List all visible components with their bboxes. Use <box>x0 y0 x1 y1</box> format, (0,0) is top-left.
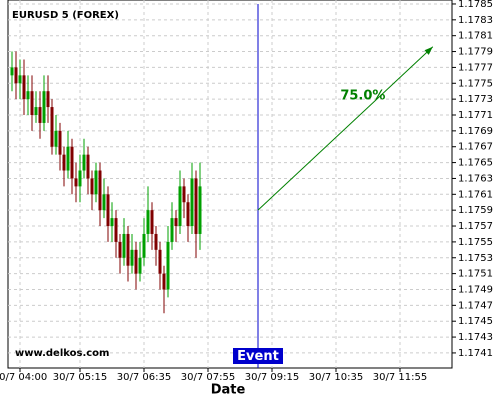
x-tick-label: 30/7 05:15 <box>53 372 107 383</box>
candle-body <box>178 186 182 227</box>
x-axis-label: Date <box>211 383 246 398</box>
event-label: Event <box>237 349 279 364</box>
candle-body <box>162 273 166 290</box>
y-tick-label: 1.1773 <box>458 94 493 105</box>
y-tick-label: 1.1783 <box>458 15 493 26</box>
arrow-head <box>424 46 433 55</box>
x-tick-label: 30/7 06:35 <box>117 372 171 383</box>
candle-body <box>42 91 46 123</box>
candle-body <box>38 107 42 123</box>
candle-body <box>158 249 162 274</box>
x-tick-label: 30/7 10:35 <box>309 372 363 383</box>
x-tick-label: 30/7 11:55 <box>373 372 427 383</box>
grid <box>8 0 452 368</box>
candle-body <box>134 249 138 274</box>
candle-body <box>14 67 18 84</box>
y-tick-label: 1.1785 <box>458 0 493 10</box>
y-tick-label: 1.1757 <box>458 221 493 232</box>
y-tick-label: 1.1755 <box>458 237 493 248</box>
candle-body <box>10 67 14 76</box>
candle-body <box>22 75 26 100</box>
candle-body <box>82 154 86 171</box>
candle-body <box>190 178 194 227</box>
plot-frame <box>7 0 453 369</box>
watermark: www.delkos.com <box>15 348 109 359</box>
candle-body <box>142 233 146 258</box>
y-tick-label: 1.1771 <box>458 110 493 121</box>
candle-body <box>138 257 142 274</box>
candle-body <box>26 91 30 100</box>
candle-body <box>170 218 174 242</box>
candle-body <box>114 218 118 242</box>
candle-body <box>102 194 106 211</box>
candle-body <box>186 202 190 227</box>
marks <box>10 51 202 314</box>
candle-body <box>122 233 126 258</box>
y-tick-label: 1.1777 <box>458 62 493 73</box>
y-tick-label: 1.1781 <box>458 31 493 42</box>
candle-body <box>30 91 34 115</box>
arrow-line <box>257 46 434 211</box>
y-tick-label: 1.1769 <box>458 126 493 137</box>
y-tick-label: 1.1743 <box>458 332 493 343</box>
event-label-box <box>233 348 283 364</box>
candle-body <box>154 233 158 250</box>
candle-body <box>118 241 122 258</box>
y-tick-label: 1.1779 <box>458 47 493 58</box>
chart-title: EURUSD 5 (FOREX) <box>12 10 119 21</box>
candle-body <box>90 178 94 195</box>
arrow-label: 75.0% <box>340 89 385 104</box>
candle-body <box>66 146 70 171</box>
candle-body <box>18 75 22 84</box>
y-tick-label: 1.1759 <box>458 205 493 216</box>
x-tick-label: 30/7 07:55 <box>181 372 235 383</box>
x-tick-label: 30/7 09:15 <box>245 372 299 383</box>
candle-body <box>98 170 102 211</box>
candle-body <box>46 91 50 108</box>
candle-body <box>86 154 90 179</box>
y-tick-label: 1.1747 <box>458 300 493 311</box>
y-tick-label: 1.1753 <box>458 253 493 264</box>
candle-body <box>74 178 78 187</box>
candle-body <box>50 107 54 147</box>
candle-body <box>198 186 202 234</box>
candle-body <box>150 210 154 234</box>
candle-body <box>62 154 66 171</box>
candle-body <box>174 218 178 227</box>
candle-body <box>166 241 170 290</box>
y-tick-label: 1.1761 <box>458 189 493 200</box>
candle-body <box>106 194 110 227</box>
y-tick-label: 1.1749 <box>458 284 493 295</box>
y-tick-label: 1.1745 <box>458 316 493 327</box>
candle-body <box>182 186 186 203</box>
candle-body <box>194 178 198 234</box>
y-tick-label: 1.1763 <box>458 173 493 184</box>
candle-body <box>126 233 130 266</box>
candle-body <box>110 218 114 227</box>
candle-body <box>94 170 98 195</box>
candle-body <box>34 107 38 115</box>
candle-body <box>58 130 62 155</box>
candle-body <box>146 210 150 234</box>
y-tick-label: 1.1775 <box>458 78 493 89</box>
x-tick-label: 30/7 04:00 <box>0 372 47 383</box>
y-tick-label: 1.1765 <box>458 158 493 169</box>
candle-body <box>70 146 74 179</box>
candle-body <box>54 130 58 147</box>
y-tick-label: 1.1767 <box>458 142 493 153</box>
y-tick-label: 1.1751 <box>458 269 493 280</box>
y-tick-label: 1.1741 <box>458 348 493 359</box>
candle-body <box>78 170 82 187</box>
candle-body <box>130 249 134 266</box>
